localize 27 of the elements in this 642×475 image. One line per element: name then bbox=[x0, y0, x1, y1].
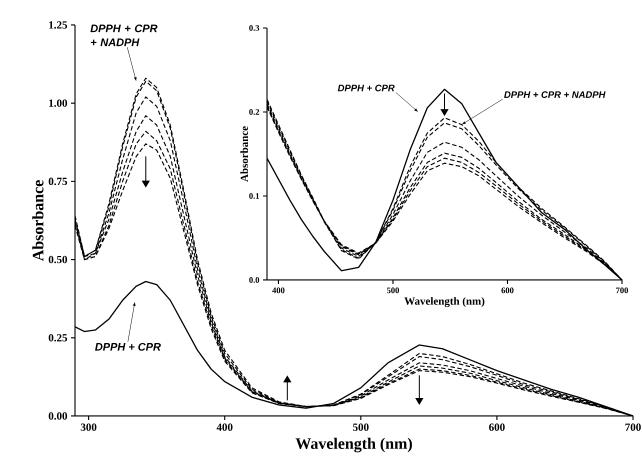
annotation: DPPH + CPR bbox=[95, 342, 161, 351]
x-tick-label: 300 bbox=[80, 424, 96, 431]
annotation: DPPH + CPR + NADPH bbox=[90, 24, 158, 46]
x-tick-label: 500 bbox=[353, 424, 369, 431]
y-tick-label: 0.75 bbox=[48, 178, 68, 186]
y-tick-label: 0.50 bbox=[48, 256, 68, 264]
y-tick-label: 0.0 bbox=[249, 277, 260, 283]
y-axis-title: Absorbance bbox=[32, 180, 44, 262]
x-axis-title: Wavelength (nm) bbox=[296, 438, 412, 452]
x-tick-label: 400 bbox=[272, 288, 284, 294]
annotation: DPPH + CPR bbox=[338, 84, 395, 92]
y-tick-label: 1.25 bbox=[49, 21, 68, 29]
y-tick-label: 1.00 bbox=[49, 99, 68, 107]
x-tick-label: 700 bbox=[625, 424, 641, 431]
x-axis-title: Wavelength (nm) bbox=[404, 297, 484, 308]
y-tick-label: 0.1 bbox=[249, 193, 260, 199]
x-tick-label: 700 bbox=[616, 288, 628, 294]
annotation: DPPH + CPR + NADPH bbox=[504, 91, 606, 98]
y-tick-label: 0.25 bbox=[48, 334, 68, 342]
x-tick-label: 400 bbox=[216, 424, 233, 431]
x-tick-label: 600 bbox=[489, 424, 505, 431]
x-tick-label: 600 bbox=[501, 288, 514, 294]
y-tick-label: 0.3 bbox=[249, 25, 260, 31]
y-tick-label: 0.00 bbox=[48, 412, 68, 420]
y-axis-title: Absorbance bbox=[240, 126, 248, 182]
x-tick-label: 500 bbox=[386, 288, 399, 294]
y-tick-label: 0.2 bbox=[249, 109, 260, 115]
